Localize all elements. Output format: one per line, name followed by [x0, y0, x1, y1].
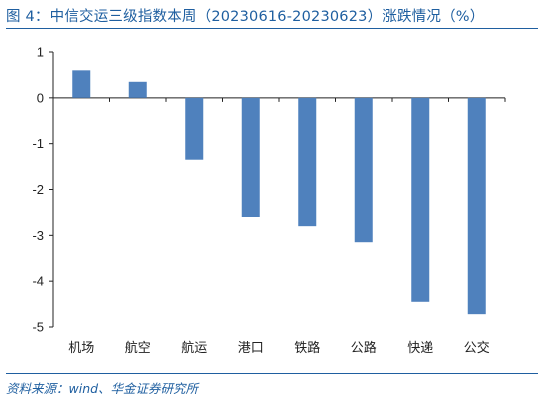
title-divider [6, 28, 538, 29]
x-category-label: 快递 [407, 341, 433, 356]
y-tick-label: -3 [32, 228, 44, 243]
bar [354, 97, 373, 243]
bar [185, 97, 204, 160]
bar [128, 81, 147, 98]
source-divider [6, 373, 538, 374]
bar [467, 97, 486, 315]
x-axis-labels: 机场 航空 航运 港口 铁路 公路 快递 公交 [68, 340, 490, 356]
y-tick-label: 1 [37, 45, 44, 60]
bar [241, 97, 260, 217]
x-category-label: 公交 [464, 340, 490, 356]
x-category-label: 港口 [238, 341, 264, 356]
y-tick-label: -5 [32, 320, 44, 335]
y-tick-label: -2 [32, 182, 44, 197]
x-category-label: 机场 [68, 341, 94, 356]
x-category-label: 公路 [351, 340, 377, 356]
x-category-label: 航空 [125, 340, 151, 356]
bar [72, 70, 91, 98]
y-tick-label: -4 [32, 274, 44, 289]
x-category-label: 航运 [181, 340, 207, 356]
chart-title: 图 4：中信交运三级指数本周（20230616-20230623）涨跌情况（%） [6, 9, 485, 25]
y-axis: 1 0 -1 -2 -3 -4 -5 [32, 45, 506, 335]
x-category-label: 铁路 [294, 340, 320, 356]
bar [298, 97, 317, 227]
bar [411, 97, 430, 302]
bars [72, 70, 486, 315]
y-tick-label: 0 [37, 90, 44, 105]
source-note: 资料来源：wind、华金证券研究所 [6, 381, 199, 396]
y-tick-label: -1 [32, 136, 44, 151]
